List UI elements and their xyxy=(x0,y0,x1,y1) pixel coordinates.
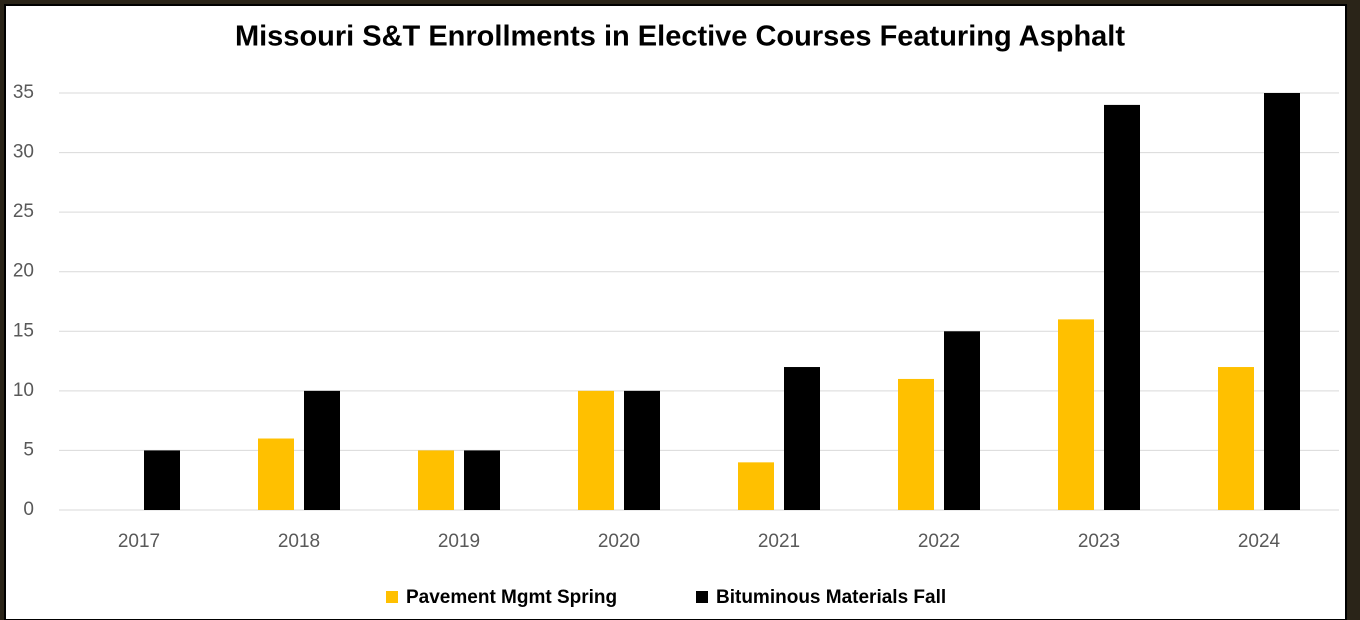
legend-swatch xyxy=(696,591,708,603)
bar xyxy=(1058,319,1094,510)
x-tick-label: 2023 xyxy=(1078,531,1120,552)
chart-panel xyxy=(4,4,1347,620)
bar xyxy=(144,450,180,510)
bar xyxy=(1264,93,1300,510)
y-tick-label: 0 xyxy=(23,499,34,520)
bar xyxy=(944,331,980,510)
x-tick-label: 2022 xyxy=(918,531,960,552)
x-tick-label: 2018 xyxy=(278,531,320,552)
bar xyxy=(304,390,340,510)
bar xyxy=(258,438,294,510)
bar xyxy=(1218,367,1254,510)
legend-swatch xyxy=(386,591,398,603)
bar xyxy=(624,390,660,510)
x-tick-label: 2021 xyxy=(758,531,800,552)
x-tick-label: 2020 xyxy=(598,531,640,552)
chart-title: Missouri S&T Enrollments in Elective Cou… xyxy=(235,21,1125,53)
y-tick-label: 5 xyxy=(23,439,34,460)
bar xyxy=(898,378,934,510)
bar xyxy=(578,390,614,510)
y-tick-label: 15 xyxy=(13,320,34,341)
x-tick-label: 2019 xyxy=(438,531,480,552)
y-tick-label: 20 xyxy=(13,261,34,282)
y-tick-label: 35 xyxy=(13,82,34,103)
y-tick-label: 10 xyxy=(13,380,34,401)
y-tick-label: 25 xyxy=(13,201,34,222)
legend-label: Bituminous Materials Fall xyxy=(716,587,946,608)
bar xyxy=(784,367,820,510)
bar xyxy=(1104,104,1140,511)
x-tick-label: 2024 xyxy=(1238,531,1281,552)
x-tick-label: 2017 xyxy=(118,531,160,552)
bar xyxy=(464,450,500,510)
bar xyxy=(738,462,774,510)
bar xyxy=(418,450,454,510)
y-tick-label: 30 xyxy=(13,142,34,163)
legend-label: Pavement Mgmt Spring xyxy=(406,587,617,608)
